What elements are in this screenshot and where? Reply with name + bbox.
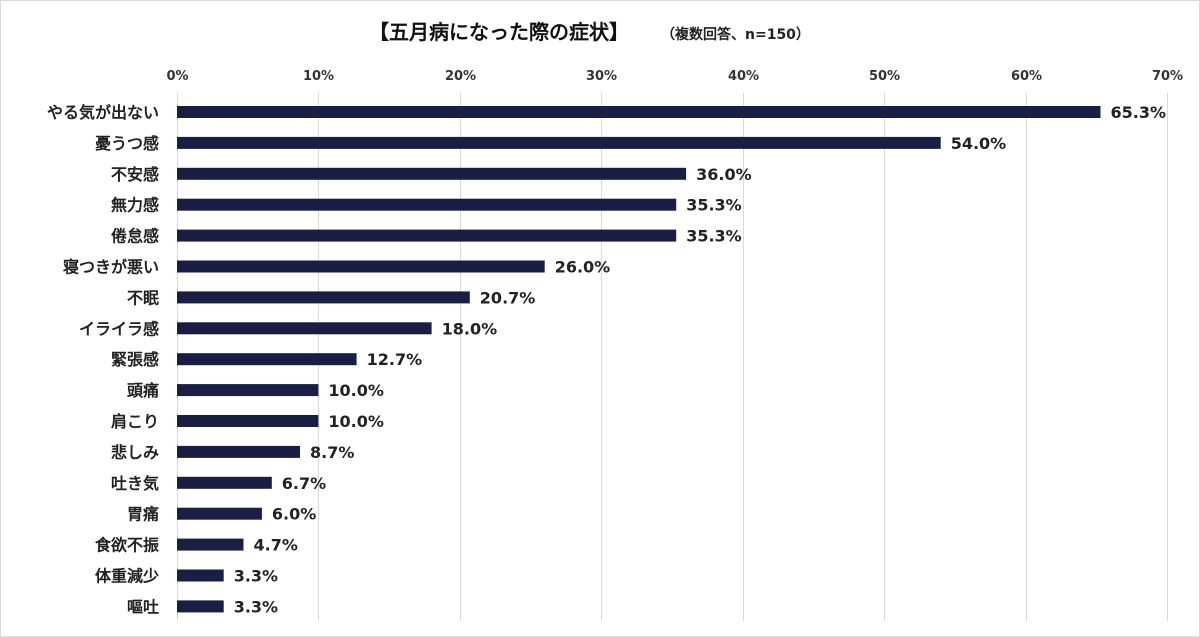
bar: [177, 260, 545, 273]
bar: [177, 322, 432, 335]
bar: [177, 476, 272, 489]
category-label: 不眠: [127, 288, 159, 307]
category-label: 寝つきが悪い: [63, 258, 159, 277]
category-label: やる気が出ない: [47, 103, 159, 122]
bar: [177, 384, 319, 397]
data-label: 3.3%: [234, 567, 278, 586]
category-label: 体重減少: [95, 567, 159, 586]
category-label: イライラ感: [79, 319, 159, 338]
data-label: 35.3%: [686, 196, 742, 215]
bar: [177, 136, 941, 149]
data-label: 65.3%: [1111, 103, 1167, 122]
bar: [177, 415, 319, 427]
data-label: 12.7%: [367, 350, 423, 369]
gridlines: [177, 93, 1168, 621]
data-label: 10.0%: [328, 381, 384, 400]
category-label: 緊張感: [111, 350, 159, 369]
category-label: 頭痛: [127, 381, 159, 400]
bar: [177, 167, 687, 180]
bar: [177, 106, 1101, 118]
x-tick-label: 40%: [728, 69, 759, 84]
x-axis-ticks: 0% 10% 20% 30% 40% 50% 60% 70%: [166, 69, 1183, 84]
category-label: 無力感: [111, 196, 159, 215]
value-labels: 65.3% 54.0% 36.0% 35.3% 35.3% 26.0% 20.7% 18.0%…: [234, 103, 1166, 616]
x-tick-label: 20%: [445, 69, 476, 84]
category-label: 倦怠感: [111, 227, 159, 246]
bar: [177, 291, 470, 304]
category-labels: やる気が出ない憂うつ感不安感無力感倦怠感寝つきが悪い不眠イライラ感緊張感頭痛肩こ…: [47, 103, 159, 616]
x-tick-label: 70%: [1152, 69, 1183, 84]
category-label: 胃痛: [127, 505, 159, 524]
data-label: 36.0%: [696, 165, 752, 184]
data-label: 3.3%: [234, 597, 278, 616]
bars: [177, 106, 1101, 613]
bar: [177, 198, 677, 211]
x-tick-label: 50%: [869, 69, 900, 84]
chart-title: 【五月病になった際の症状】: [369, 20, 629, 44]
category-label: 悲しみ: [111, 443, 159, 462]
data-label: 6.7%: [282, 474, 326, 493]
x-tick-label: 60%: [1011, 69, 1042, 84]
data-label: 54.0%: [951, 134, 1007, 153]
data-label: 6.0%: [272, 505, 316, 524]
x-tick-label: 0%: [166, 69, 188, 84]
data-label: 10.0%: [328, 412, 384, 431]
category-label: 不安感: [111, 165, 159, 184]
category-label: 食欲不振: [94, 536, 159, 555]
data-label: 8.7%: [310, 443, 354, 462]
category-label: 吐き気: [111, 474, 159, 493]
category-label: 憂うつ感: [95, 134, 159, 153]
bar: [177, 445, 300, 458]
x-tick-label: 10%: [303, 69, 334, 84]
bar: [177, 538, 244, 551]
category-label: 嘔吐: [127, 597, 159, 616]
data-label: 18.0%: [442, 319, 498, 338]
data-label: 35.3%: [686, 227, 742, 246]
chart-subtitle: （複数回答、n=150）: [661, 26, 810, 43]
bar: [177, 353, 357, 366]
bar: [177, 569, 224, 582]
bar: [177, 600, 224, 613]
bar: [177, 229, 677, 242]
x-tick-label: 30%: [586, 69, 617, 84]
data-label: 4.7%: [254, 536, 298, 555]
data-label: 20.7%: [480, 288, 536, 307]
bar: [177, 507, 262, 520]
data-label: 26.0%: [555, 258, 611, 277]
category-label: 肩こり: [111, 412, 159, 431]
